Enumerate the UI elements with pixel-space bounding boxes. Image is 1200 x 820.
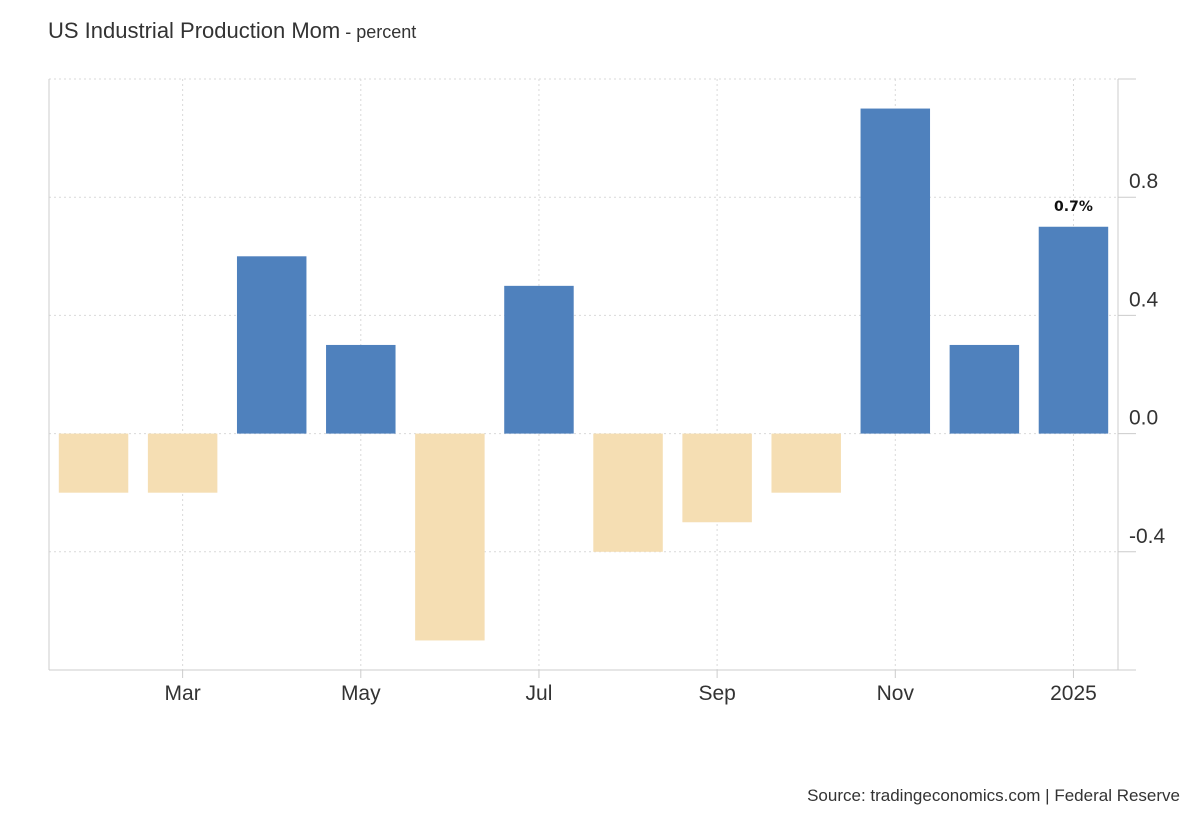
- bar-2024-06: [415, 433, 485, 641]
- bar-2024-05: [326, 344, 396, 434]
- y-tick-label: -0.4: [1129, 525, 1166, 548]
- x-tick-label: Nov: [877, 682, 915, 705]
- bar-2024-08: [593, 433, 663, 552]
- source-credit: Source: tradingeconomics.com | Federal R…: [807, 786, 1180, 805]
- data-label: 0.7%: [1054, 199, 1093, 215]
- bar-2024-03: [147, 433, 218, 493]
- bar-2025-01: [1038, 226, 1109, 434]
- bar-2024-09: [682, 433, 752, 523]
- x-tick-label: Mar: [165, 682, 201, 705]
- chart-header: US Industrial Production Mom - percent: [48, 18, 416, 44]
- bar-2024-11: [860, 108, 931, 434]
- y-tick-label: 0.8: [1129, 170, 1158, 193]
- y-tick-label: 0.0: [1129, 407, 1158, 430]
- bar-2024-12: [949, 344, 1020, 434]
- bar-2024-02: [58, 433, 129, 493]
- x-tick-label: 2025: [1050, 682, 1097, 705]
- bar-2024-07: [504, 285, 574, 434]
- chart-subtitle: percent: [356, 22, 417, 42]
- y-tick-label: 0.4: [1129, 288, 1159, 311]
- chart-title: US Industrial Production Mom: [48, 18, 341, 43]
- bar-2024-04: [236, 256, 307, 434]
- x-tick-label: Jul: [526, 682, 553, 705]
- x-tick-label: Sep: [698, 682, 735, 705]
- chart-subtitle-separator: -: [340, 22, 357, 42]
- bar-2024-10: [771, 433, 841, 493]
- x-tick-label: May: [341, 682, 381, 705]
